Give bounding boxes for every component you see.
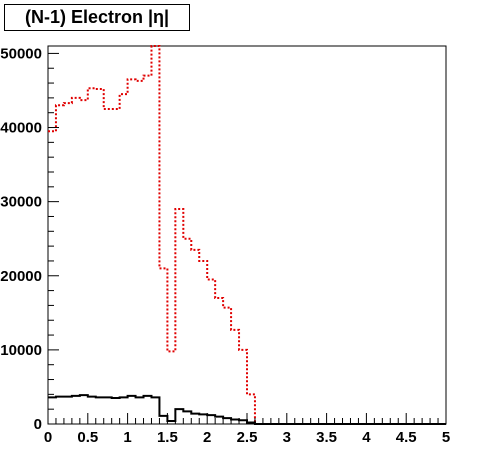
x-tick-label: 4.5 xyxy=(396,429,417,446)
x-tick-label: 1 xyxy=(123,429,131,446)
x-tick-label: 3 xyxy=(283,429,291,446)
y-tick-label: 10000 xyxy=(0,342,42,359)
x-tick-label: 0.5 xyxy=(77,429,98,446)
x-tick-label: 1.5 xyxy=(157,429,178,446)
y-tick-label: 50000 xyxy=(0,45,42,62)
y-tick-label: 30000 xyxy=(0,194,42,211)
x-axis: 0 0.5 1 1.5 2 2.5 3 3.5 4 4.5 5 xyxy=(44,413,450,446)
x-tick-label: 5 xyxy=(442,429,450,446)
x-tick-label: 3.5 xyxy=(316,429,337,446)
y-tick-label: 0 xyxy=(34,416,42,433)
plot-frame xyxy=(47,45,447,425)
series-layer xyxy=(48,45,446,425)
plot-border xyxy=(47,45,447,425)
y-tick-label: 40000 xyxy=(0,120,42,137)
y-tick-label: 20000 xyxy=(0,268,42,285)
histogram-series-1 xyxy=(48,45,446,425)
x-tick-label: 4 xyxy=(362,429,371,446)
x-tick-label: 2 xyxy=(203,429,211,446)
x-tick-label: 0 xyxy=(44,429,52,446)
chart-title: (N-1) Electron |η| xyxy=(4,4,190,31)
x-tick-label: 2.5 xyxy=(237,429,258,446)
y-axis: 0 10000 20000 30000 40000 50000 xyxy=(0,45,59,433)
